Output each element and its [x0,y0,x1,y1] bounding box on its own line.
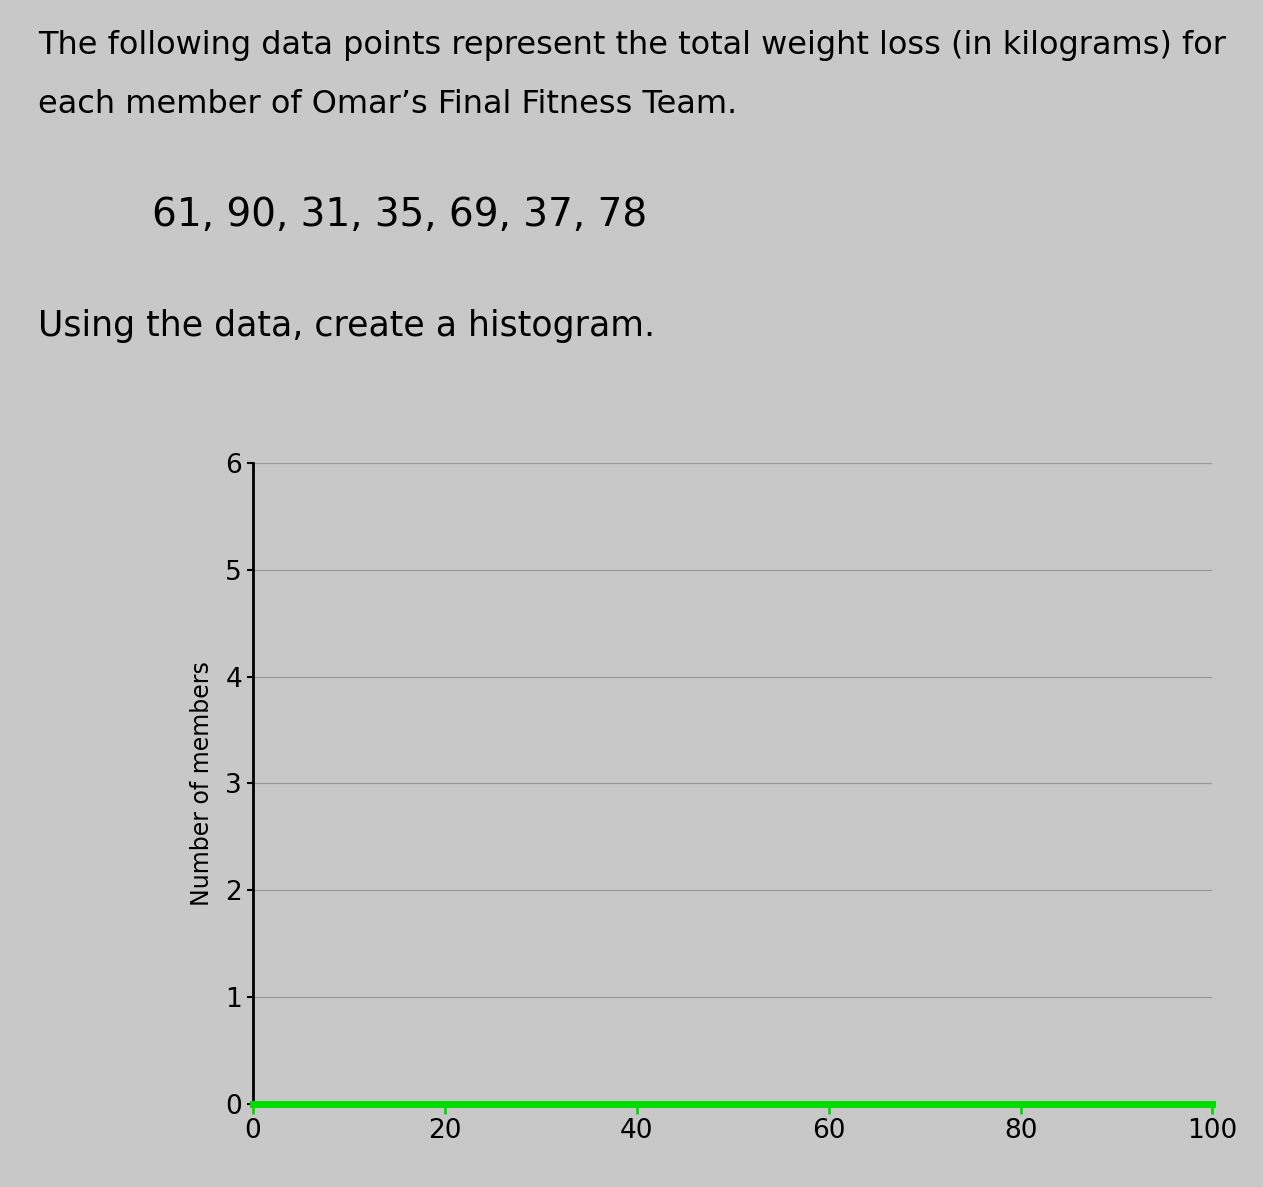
Text: Using the data, create a histogram.: Using the data, create a histogram. [38,309,655,343]
Text: The following data points represent the total weight loss (in kilograms) for: The following data points represent the … [38,30,1226,61]
Y-axis label: Number of members: Number of members [191,661,215,906]
Text: 61, 90, 31, 35, 69, 37, 78: 61, 90, 31, 35, 69, 37, 78 [152,196,647,234]
Text: each member of Omar’s Final Fitness Team.: each member of Omar’s Final Fitness Team… [38,89,738,120]
